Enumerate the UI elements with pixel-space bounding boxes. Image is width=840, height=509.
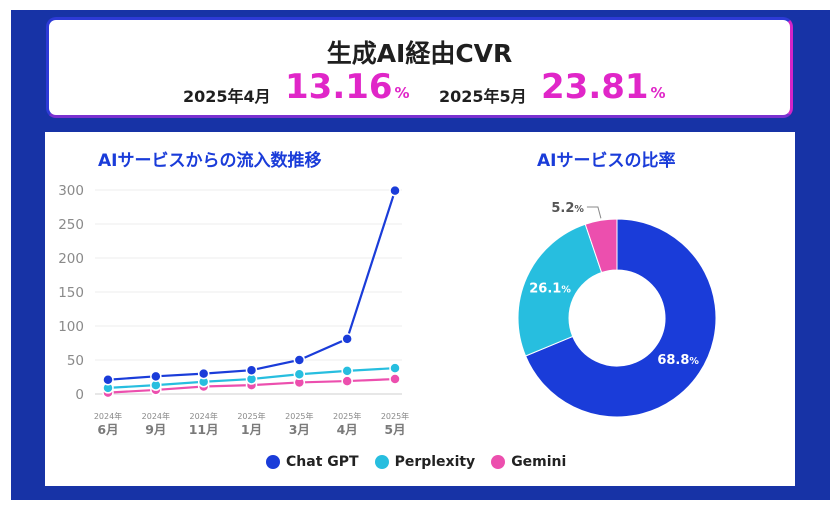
gemini-data-point <box>389 373 401 385</box>
april-cvr-value: 13.16% <box>285 67 410 107</box>
legend-swatch <box>374 455 389 469</box>
legend-label: Chat GPT <box>286 454 359 470</box>
x-tick-month-label: 3月 <box>289 422 310 437</box>
chat-gpt-data-point <box>293 354 306 366</box>
chat-gpt-data-point <box>102 373 114 386</box>
donut-chart-title: AIサービスの比率 <box>537 151 676 171</box>
line-chart: 0501001502002503002024年6月2024年9月2024年11月… <box>58 183 409 437</box>
x-tick-month-label: 4月 <box>337 422 358 437</box>
legend-swatch <box>266 455 280 469</box>
line-chart-title: AIサービスからの流入数推移 <box>98 151 322 171</box>
legend-item-perplexity: Perplexity <box>374 454 476 470</box>
x-tick-month-label: 1月 <box>241 422 262 437</box>
chat-gpt-series-line <box>107 190 397 381</box>
legend-item-chat-gpt: Chat GPT <box>266 454 359 470</box>
gemini-data-point <box>341 375 353 387</box>
x-tick-year-label: 2024年 <box>94 411 122 421</box>
x-tick-year-label: 2025年 <box>381 411 409 421</box>
x-tick-year-label: 2025年 <box>285 411 313 421</box>
y-tick-label: 50 <box>67 353 84 369</box>
chat-gpt-data-point <box>389 184 401 197</box>
gemini-leader-line <box>586 206 602 219</box>
may-cvr-value: 23.81% <box>541 67 666 107</box>
legend-swatch <box>491 455 506 469</box>
y-tick-label: 300 <box>58 183 84 199</box>
perplexity-data-point <box>341 365 353 377</box>
chat-gpt-slice-value: 68.8 <box>657 353 689 368</box>
chat-gpt-data-point <box>341 333 353 345</box>
y-tick-label: 150 <box>58 285 84 301</box>
legend-item-gemini: Gemini <box>491 454 566 470</box>
perplexity-slice-value: 26.1 <box>529 282 561 297</box>
y-tick-label: 100 <box>58 319 84 335</box>
april-percent-sign: % <box>394 84 410 102</box>
may-percent-sign: % <box>650 84 666 102</box>
cvr-header-card: 生成AI経由CVR 2025年4月 13.16% 2025年5月 23.81% <box>46 17 793 118</box>
chat-gpt-data-point <box>150 370 162 383</box>
may-cvr-number: 23.81 <box>541 67 649 107</box>
perplexity-slice-percent: % <box>561 285 571 296</box>
x-tick-year-label: 2024年 <box>189 411 217 421</box>
x-tick-month-label: 9月 <box>145 422 166 437</box>
april-cvr-number: 13.16 <box>285 67 393 107</box>
april-period-label: 2025年4月 <box>183 87 271 106</box>
chat-gpt-slice-label: 68.8% <box>657 353 699 368</box>
chat-gpt-slice <box>524 218 717 418</box>
chart-legend: Chat GPT Perplexity Gemini <box>266 454 566 470</box>
gemini-slice-label: 5.2% <box>551 201 584 216</box>
gemini-slice <box>584 218 618 274</box>
x-tick-month-label: 6月 <box>97 422 118 437</box>
x-tick-month-label: 11月 <box>189 422 219 437</box>
x-tick-year-label: 2025年 <box>237 411 265 421</box>
donut-chart: 68.8%26.1%5.2% <box>517 201 717 418</box>
perplexity-data-point <box>389 362 401 374</box>
perplexity-slice-label: 26.1% <box>529 282 571 297</box>
gemini-slice-percent: % <box>574 204 584 215</box>
chat-gpt-data-point <box>197 367 210 380</box>
perplexity-slice <box>517 223 603 357</box>
may-period-label: 2025年5月 <box>439 87 527 106</box>
page-title: 生成AI経由CVR <box>326 39 513 68</box>
legend-label: Perplexity <box>394 454 476 470</box>
gemini-slice-value: 5.2 <box>551 201 574 216</box>
legend-label: Gemini <box>511 454 567 470</box>
chat-gpt-data-point <box>245 364 258 376</box>
x-tick-month-label: 5月 <box>384 422 405 437</box>
y-tick-label: 0 <box>75 387 84 403</box>
y-tick-label: 200 <box>58 251 84 267</box>
x-tick-year-label: 2024年 <box>142 411 170 421</box>
x-tick-year-label: 2025年 <box>333 411 361 421</box>
perplexity-data-point <box>293 368 306 381</box>
y-tick-label: 250 <box>58 217 84 233</box>
chat-gpt-slice-percent: % <box>689 356 699 367</box>
